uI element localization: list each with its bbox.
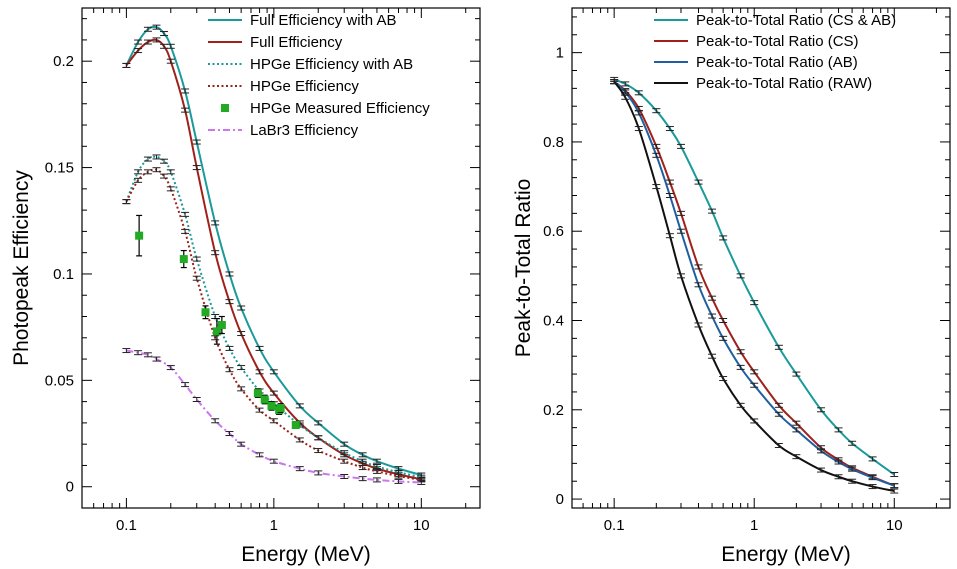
- data-point: [135, 231, 144, 240]
- x-tick-label: 1: [750, 517, 758, 534]
- x-tick-label: 10: [413, 517, 430, 534]
- x-tick-label: 1: [270, 517, 278, 534]
- legend-entry: Peak-to-Total Ratio (CS & AB): [654, 12, 896, 29]
- data-point: [212, 327, 221, 336]
- series-2: [610, 79, 899, 489]
- x-tick-label: 0.1: [116, 517, 137, 534]
- series-line: [125, 168, 422, 481]
- legend-entry: HPGe Efficiency with AB: [208, 56, 413, 73]
- x-tick-label: 0.1: [604, 517, 625, 534]
- series-2: [122, 154, 426, 480]
- series-4: [135, 214, 300, 430]
- series-line: [125, 155, 422, 479]
- legend-label: Peak-to-Total Ratio (CS & AB): [696, 12, 896, 29]
- y-tick-label: 1: [556, 45, 564, 62]
- legend-entry: Peak-to-Total Ratio (AB): [654, 54, 858, 71]
- y-tick-label: 0.1: [53, 266, 74, 283]
- series-line: [613, 78, 895, 476]
- y-tick-label: 0.05: [45, 372, 74, 389]
- legend-entry: Full Efficiency: [208, 34, 343, 51]
- legend-entry: Peak-to-Total Ratio (CS): [654, 33, 859, 50]
- peak-to-total-chart: 0.1 1 10 0 0.2 0.4 0.6 0.8 1 Energy (MeV) Peak-to-…: [512, 7, 951, 566]
- legend-label: Peak-to-Total Ratio (RAW): [696, 75, 872, 92]
- y-tick-label: 0: [556, 491, 564, 508]
- series-line: [613, 80, 895, 487]
- y-axis-label: Photopeak Efficiency: [10, 170, 33, 366]
- data-point: [260, 395, 269, 404]
- legend-label: Peak-to-Total Ratio (AB): [696, 54, 858, 71]
- legend-label: Full Efficiency: [250, 34, 343, 51]
- y-tick-label: 0.2: [543, 402, 564, 419]
- x-axis-label: Energy (MeV): [241, 543, 371, 566]
- x-tick-label: 10: [886, 517, 903, 534]
- y-tick-label: 0.4: [543, 313, 564, 330]
- legend-entry: HPGe Measured Efficiency: [221, 100, 430, 117]
- legend-entry: Peak-to-Total Ratio (RAW): [654, 75, 872, 92]
- legend-label: HPGe Measured Efficiency: [250, 100, 430, 117]
- series-line: [613, 81, 895, 493]
- legend-label: Full Efficiency with AB: [250, 12, 396, 29]
- series-1: [610, 79, 899, 489]
- series-0: [610, 76, 899, 478]
- data-point: [291, 421, 300, 430]
- legend-swatch: [221, 104, 229, 112]
- legend-label: LaBr3 Efficiency: [250, 122, 359, 139]
- legend-entry: Full Efficiency with AB: [208, 12, 396, 29]
- y-tick-label: 0: [66, 479, 74, 496]
- legend-label: HPGe Efficiency: [250, 78, 359, 95]
- data-point: [253, 389, 262, 398]
- series-5: [122, 348, 426, 485]
- x-axis-label: Energy (MeV): [721, 543, 851, 566]
- series-3: [122, 167, 426, 483]
- plot-frame: [571, 7, 951, 509]
- series-line: [125, 25, 422, 476]
- legend-label: Peak-to-Total Ratio (CS): [696, 33, 859, 50]
- data-point: [276, 404, 285, 412]
- series-line: [613, 80, 895, 487]
- series-3: [610, 79, 899, 494]
- y-axis-label: Peak-to-Total Ratio: [512, 179, 535, 358]
- efficiency-chart: 0.1 1 10 0 0.05 0.1 0.15 0.2 Energy (MeV) Photope…: [10, 7, 481, 566]
- y-tick-label: 0.6: [543, 223, 564, 240]
- data-point: [267, 401, 276, 410]
- plot-frame: [81, 7, 481, 509]
- y-tick-label: 0.2: [53, 53, 74, 70]
- legend-label: HPGe Efficiency with AB: [250, 56, 413, 73]
- y-tick-label: 0.15: [45, 160, 74, 177]
- data-point: [179, 255, 188, 264]
- series-line: [125, 38, 422, 481]
- y-tick-label: 0.8: [543, 134, 564, 151]
- data-point: [217, 321, 226, 330]
- legend-entry: LaBr3 Efficiency: [208, 122, 359, 139]
- data-point: [201, 308, 210, 317]
- legend-entry: HPGe Efficiency: [208, 78, 359, 95]
- series-0: [122, 24, 426, 478]
